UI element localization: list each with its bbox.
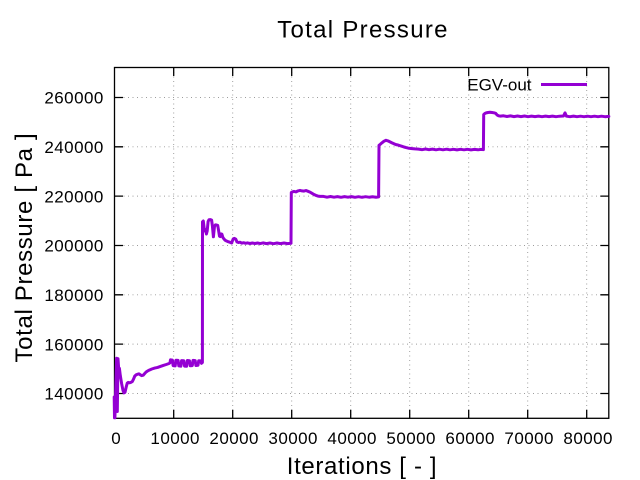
svg-text:60000: 60000 <box>445 429 495 448</box>
svg-text:30000: 30000 <box>268 429 318 448</box>
svg-text:20000: 20000 <box>209 429 259 448</box>
svg-text:10000: 10000 <box>150 429 200 448</box>
svg-text:70000: 70000 <box>504 429 554 448</box>
svg-text:0: 0 <box>111 429 121 448</box>
svg-text:40000: 40000 <box>327 429 377 448</box>
svg-text:240000: 240000 <box>44 138 103 157</box>
svg-text:180000: 180000 <box>44 286 103 305</box>
svg-text:80000: 80000 <box>563 429 613 448</box>
svg-text:Iterations [ - ]: Iterations [ - ] <box>287 453 437 480</box>
svg-text:EGV-out: EGV-out <box>467 76 532 95</box>
svg-text:140000: 140000 <box>44 385 103 404</box>
svg-text:200000: 200000 <box>44 237 103 256</box>
svg-text:220000: 220000 <box>44 187 103 206</box>
svg-text:Total Pressure: Total Pressure <box>277 16 449 43</box>
svg-text:50000: 50000 <box>386 429 436 448</box>
svg-text:Total Pressure [ Pa ]: Total Pressure [ Pa ] <box>11 133 38 363</box>
svg-text:160000: 160000 <box>44 335 103 354</box>
svg-text:260000: 260000 <box>44 89 103 108</box>
